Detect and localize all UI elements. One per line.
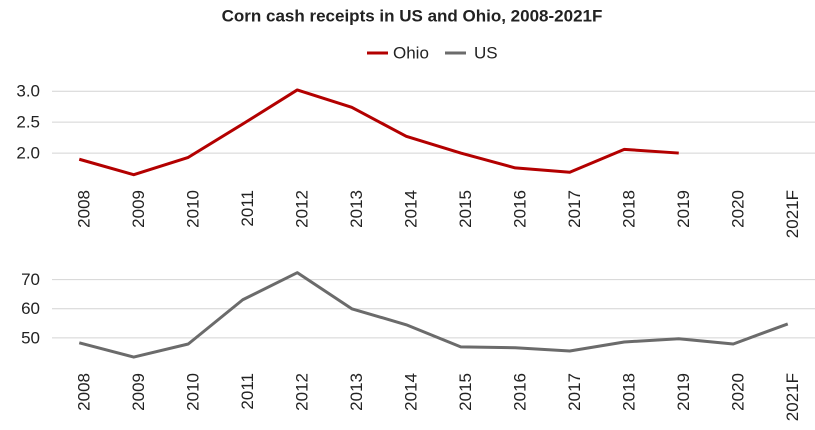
chart-title: Corn cash receipts in US and Ohio, 2008-… — [222, 6, 603, 25]
x-tick-label: 2017 — [565, 190, 584, 228]
x-tick-label: 2014 — [402, 190, 421, 228]
x-tick-label: 2013 — [347, 190, 366, 228]
y-tick-label: 50 — [21, 328, 40, 347]
line-series — [78, 271, 789, 359]
x-tick-label: 2016 — [511, 190, 530, 228]
legend-label: Ohio — [393, 43, 429, 62]
x-tick-label: 2011 — [238, 190, 257, 227]
x-tick-label: 2012 — [293, 373, 312, 411]
line-series — [78, 88, 679, 177]
x-tick-label: 2009 — [129, 373, 148, 411]
x-tick-label: 2019 — [674, 190, 693, 228]
x-tick-label: 2013 — [347, 373, 366, 411]
x-tick-label: 2018 — [620, 190, 639, 228]
x-tick-label: 2011 — [238, 373, 257, 410]
x-tick-label: 2020 — [729, 190, 748, 228]
x-tick-label: 2015 — [456, 373, 475, 411]
x-tick-label: 2017 — [565, 373, 584, 411]
legend-label: US — [474, 43, 498, 62]
y-tick-label: 60 — [21, 299, 40, 318]
x-tick-label: 2008 — [75, 373, 94, 411]
x-tick-label: 2018 — [620, 373, 639, 411]
x-tick-label: 2020 — [729, 373, 748, 411]
x-tick-label: 2016 — [511, 373, 530, 411]
x-tick-label: 2009 — [129, 190, 148, 228]
x-tick-label: 2021F — [783, 190, 802, 238]
x-tick-label: 2012 — [293, 190, 312, 228]
x-tick-label: 2010 — [184, 190, 203, 228]
x-tick-label: 2019 — [674, 373, 693, 411]
y-tick-label: 70 — [21, 270, 40, 289]
x-tick-label: 2021F — [783, 373, 802, 421]
x-tick-label: 2015 — [456, 190, 475, 228]
y-tick-label: 2.0 — [16, 144, 40, 163]
x-tick-label: 2010 — [184, 373, 203, 411]
x-tick-label: 2008 — [75, 190, 94, 228]
y-tick-label: 3.0 — [16, 82, 40, 101]
x-tick-label: 2014 — [402, 373, 421, 411]
y-tick-label: 2.5 — [16, 113, 40, 132]
